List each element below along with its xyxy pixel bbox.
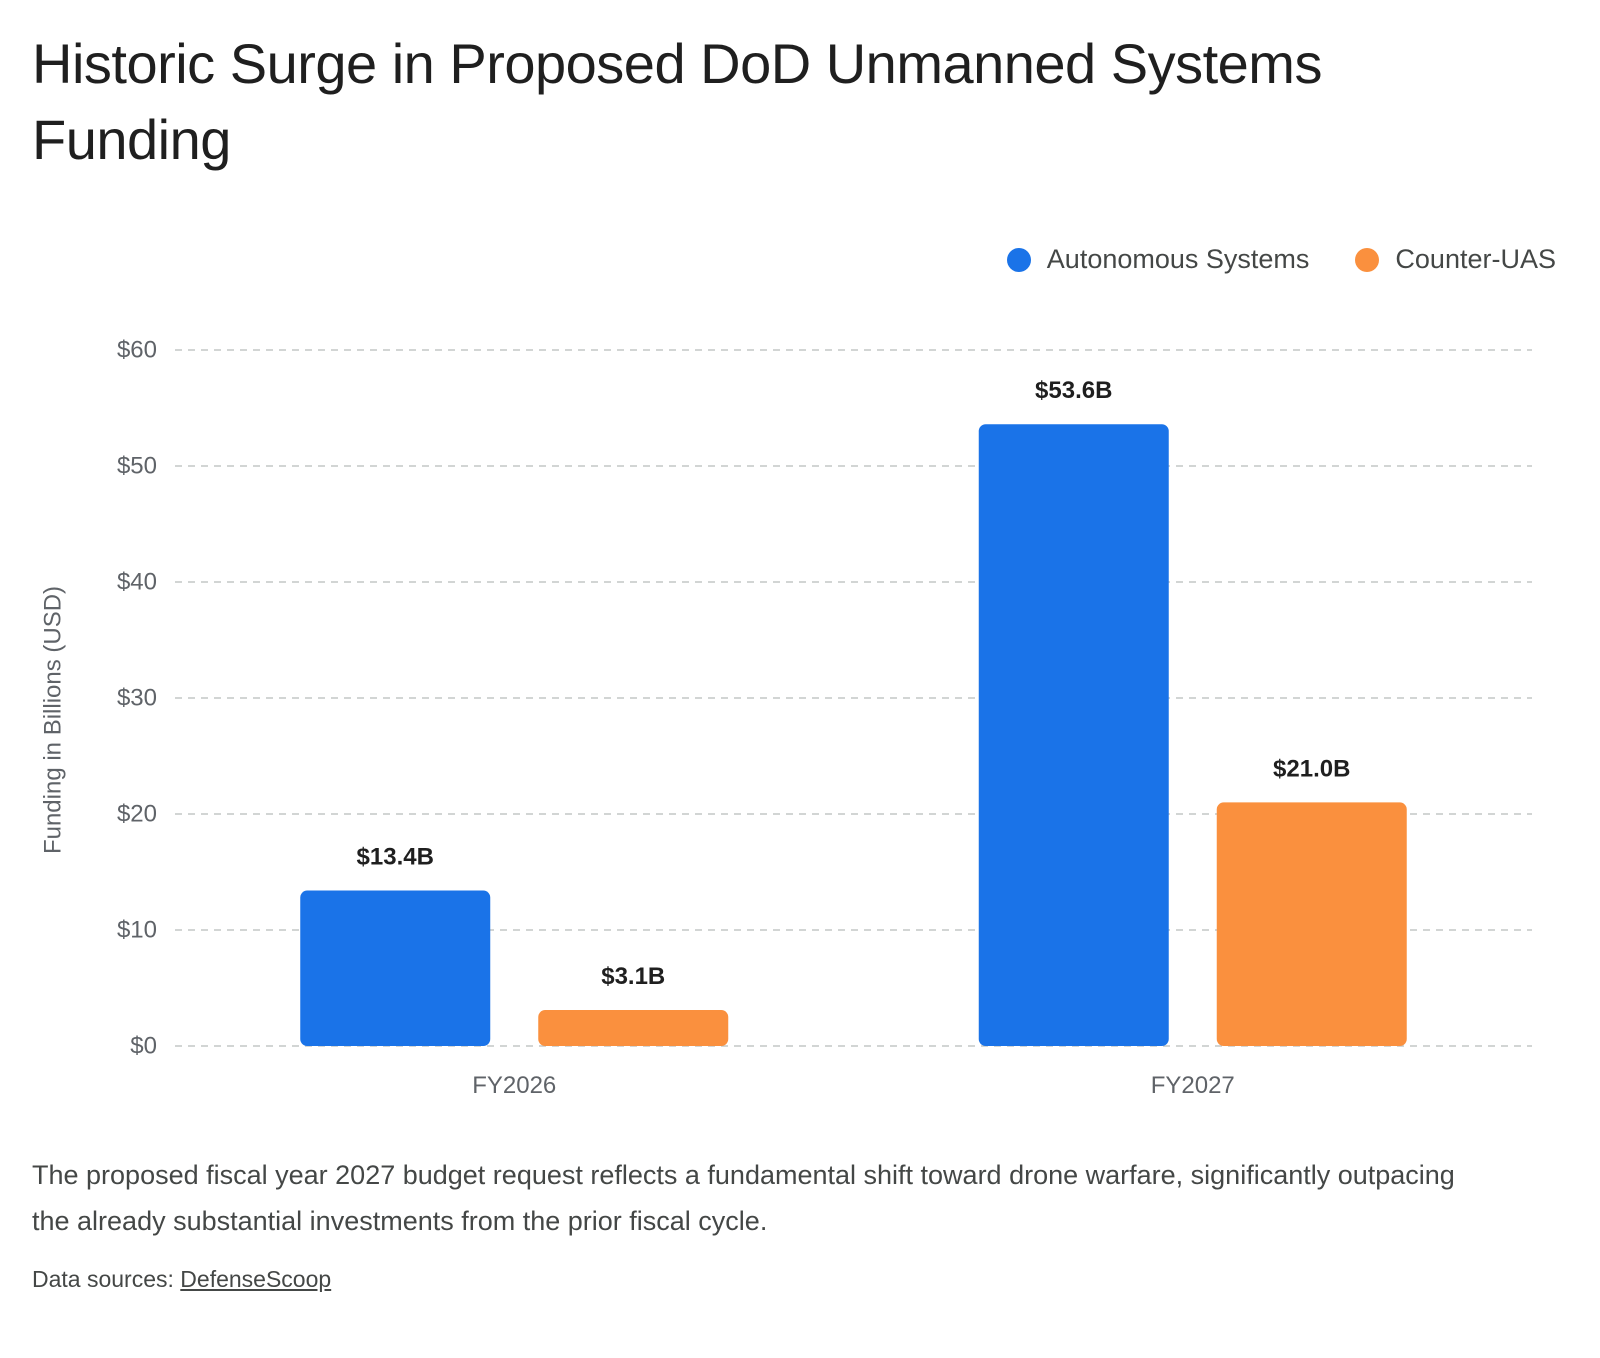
y-tick-label: $30 — [117, 685, 157, 712]
y-tick-label: $50 — [117, 453, 157, 480]
y-tick-label: $20 — [117, 801, 157, 828]
bar — [300, 890, 491, 1046]
legend-item-autonomous-systems[interactable]: Autonomous Systems — [1006, 244, 1310, 275]
bar-value-label: $21.0B — [1273, 755, 1350, 782]
bar — [538, 1010, 729, 1046]
y-tick-label: $60 — [117, 337, 157, 364]
data-sources: Data sources: DefenseScoop — [32, 1266, 331, 1293]
data-source-link[interactable]: DefenseScoop — [180, 1266, 332, 1292]
bar — [978, 424, 1169, 1046]
legend-item-counter-uas[interactable]: Counter-UAS — [1355, 244, 1556, 275]
x-tick-label: FY2027 — [1151, 1072, 1235, 1099]
chart-description: The proposed fiscal year 2027 budget req… — [32, 1160, 1455, 1236]
x-tick-label: FY2026 — [472, 1072, 556, 1099]
chart-legend: Autonomous Systems Counter-UAS — [1006, 244, 1556, 275]
data-sources-label: Data sources: — [32, 1266, 174, 1292]
legend-label-counter-uas: Counter-UAS — [1395, 244, 1556, 274]
bar-value-label: $3.1B — [601, 963, 665, 990]
legend-swatch-autonomous-systems — [1006, 247, 1031, 272]
bar-chart: $0 $10 $20 $30 $40 $50 $60 Funding in Billions … — [40, 337, 1532, 1099]
chart-title: Historic Surge in Proposed DoD Unmanned … — [32, 32, 1322, 171]
y-tick-label: $40 — [117, 569, 157, 596]
bar — [1216, 802, 1407, 1046]
y-axis-title: Funding in Billions (USD) — [40, 586, 67, 854]
legend-swatch-counter-uas — [1355, 247, 1380, 272]
y-tick-label: $0 — [130, 1033, 157, 1060]
bar-value-label: $53.6B — [1035, 377, 1112, 404]
bar-value-label: $13.4B — [357, 844, 434, 871]
y-tick-label: $10 — [117, 917, 157, 944]
legend-label-autonomous-systems: Autonomous Systems — [1046, 244, 1310, 274]
